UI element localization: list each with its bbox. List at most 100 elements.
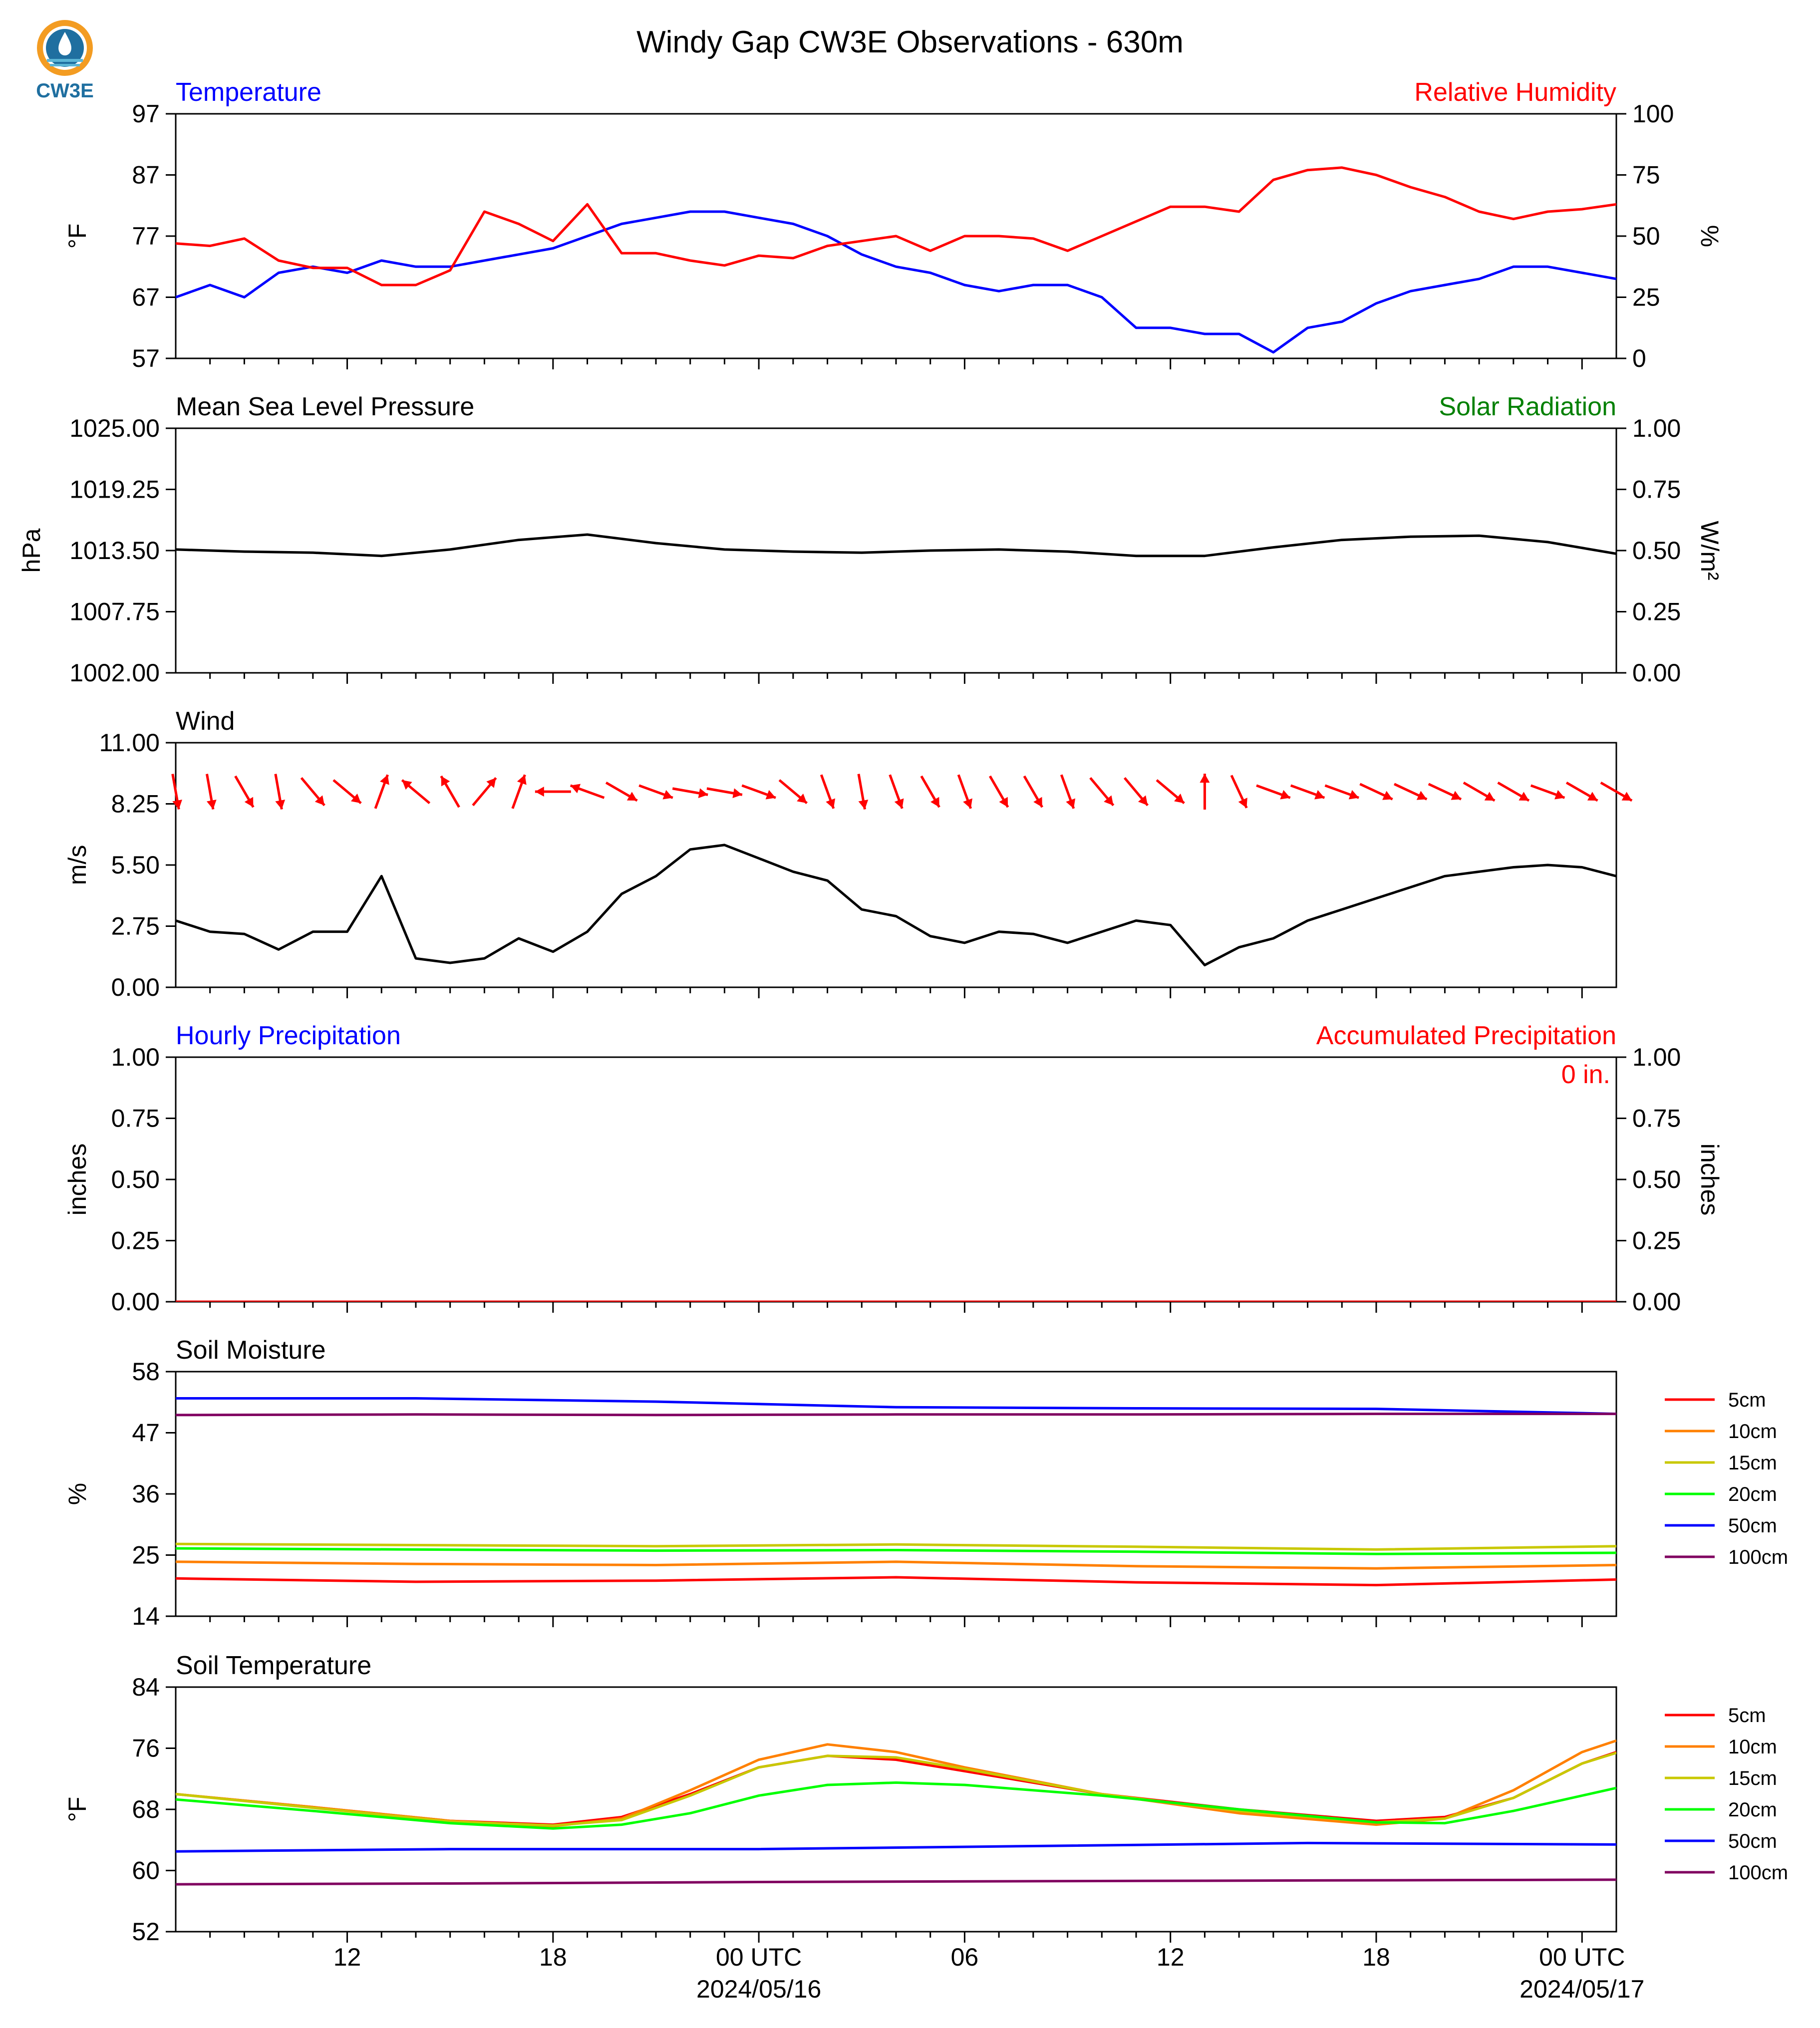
panel-title-left: Hourly Precipitation (176, 1021, 401, 1050)
wind-arrow (1428, 783, 1462, 801)
y-tick-label-left: 8.25 (111, 790, 160, 818)
panel-title-right: Solar Radiation (1439, 392, 1616, 421)
wind-arrow-head (1348, 790, 1359, 800)
x-tick-label: 00 UTC (1539, 1943, 1625, 1971)
wind-arrow (638, 784, 673, 800)
panel-temp_rh (166, 113, 1626, 369)
legend-label: 50cm (1728, 1515, 1777, 1537)
chart-title: Windy Gap CW3E Observations - 630m (636, 25, 1184, 59)
wind-arrow-head (1280, 790, 1290, 800)
panel-pressure (166, 427, 1626, 684)
y-tick-label-right: 0.25 (1632, 1227, 1681, 1255)
wind-arrow (171, 774, 182, 810)
series-line-temperature (176, 210, 1616, 354)
wind-arrow-head (1174, 793, 1185, 804)
wind-arrow (401, 779, 431, 805)
wind-arrow-head (244, 797, 254, 808)
wind-arrow (511, 774, 527, 809)
y-tick-label-left: 1007.75 (69, 598, 160, 626)
wind-arrow (1600, 781, 1633, 802)
wind-arrow-head (570, 784, 581, 794)
wind-arrow (1200, 774, 1210, 810)
legend-label: 10cm (1728, 1736, 1777, 1758)
series-line-15cm (176, 1542, 1616, 1551)
wind-arrow-head (1416, 791, 1427, 800)
panel-frame (175, 1056, 1617, 1303)
legend-label: 100cm (1728, 1546, 1788, 1568)
legend-label: 10cm (1728, 1421, 1777, 1443)
series-line-5cm (176, 1576, 1616, 1587)
y-tick-label-left: 0.75 (111, 1105, 160, 1133)
panel-title-left: Soil Temperature (176, 1651, 371, 1680)
legend-label: 5cm (1728, 1389, 1766, 1411)
y-axis-label-left: hPa (17, 528, 45, 573)
wind-arrow-head (402, 780, 412, 790)
wind-arrow (472, 777, 497, 807)
wind-arrow-head (930, 797, 939, 808)
wind-arrow-head (314, 795, 324, 806)
wind-arrow (1060, 774, 1076, 809)
cw3e-logo-mark (37, 20, 93, 76)
x-tick-date-label: 2024/05/17 (1519, 1975, 1644, 2003)
wind-arrow-head (1382, 791, 1393, 800)
y-tick-label-right: 1.00 (1632, 1043, 1681, 1071)
legend-label: 20cm (1728, 1799, 1777, 1821)
series-line-50cm (176, 1397, 1616, 1416)
x-tick-label: 00 UTC (716, 1943, 802, 1971)
y-tick-label-left: 1002.00 (69, 659, 160, 687)
y-tick-label-right: 0.75 (1632, 476, 1681, 504)
y-tick-label-left: 1019.25 (69, 476, 160, 504)
x-tick-label: 12 (333, 1943, 361, 1971)
wind-arrow (1463, 781, 1496, 802)
series-line-wind-speed (176, 844, 1616, 966)
wind-arrow-head (765, 790, 776, 800)
y-axis-label-left: inches (63, 1144, 91, 1216)
wind-arrow-head (350, 793, 361, 804)
y-tick-label-right: 50 (1632, 222, 1660, 250)
y-tick-label-right: 0.50 (1632, 537, 1681, 565)
accumulated-precip-annotation: 0 in. (1561, 1060, 1610, 1089)
wind-arrow-head (441, 776, 450, 787)
wind-arrow (920, 775, 940, 808)
wind-arrow-head (732, 788, 742, 798)
wind-arrow-head (1314, 790, 1325, 800)
y-tick-label-left: 97 (132, 100, 160, 128)
x-tick-label: 18 (1362, 1943, 1390, 1971)
wind-arrow-head (858, 799, 869, 810)
panel-frame (175, 742, 1617, 988)
wind-arrow (234, 775, 255, 808)
series-line-20cm (176, 1547, 1616, 1555)
wind-arrow-head (1484, 792, 1495, 801)
wind-arrow-head (1554, 790, 1565, 800)
wind-arrow (857, 774, 869, 810)
series-line-mean-sea-level-pressure (176, 533, 1616, 558)
panel-frame (175, 1686, 1617, 1933)
wind-arrow (1023, 775, 1044, 808)
panel-title-right: Accumulated Precipitation (1316, 1021, 1616, 1050)
series-line-15cm (176, 1751, 1616, 1827)
series-line-relative-humidity (176, 166, 1616, 287)
wind-arrow-head (999, 797, 1008, 808)
wind-arrow (440, 775, 460, 808)
wind-arrow-head (275, 799, 286, 810)
y-tick-label-left: 0.00 (111, 973, 160, 1001)
y-tick-label-left: 1025.00 (69, 414, 160, 442)
wind-arrow (1497, 781, 1530, 802)
x-tick-date-label: 2024/05/16 (696, 1975, 821, 2003)
wind-arrow (1156, 779, 1185, 805)
panel-soil_temp (166, 1686, 1715, 1943)
cw3e-logo-text: CW3E (36, 80, 94, 102)
x-tick-label: 06 (951, 1943, 979, 1971)
wind-arrow (1123, 777, 1149, 807)
wind-arrow-head (662, 790, 673, 800)
y-tick-label-left: 84 (132, 1673, 160, 1701)
panel-title-left: Mean Sea Level Pressure (176, 392, 474, 421)
y-tick-label-left: 2.75 (111, 912, 160, 940)
panel-title-left: Wind (176, 707, 235, 736)
wind-arrow (535, 787, 571, 797)
y-tick-label-left: 25 (132, 1541, 160, 1569)
series-line-50cm (176, 1841, 1616, 1853)
panel-title-left: Soil Moisture (176, 1336, 326, 1365)
wind-arrow-head (626, 792, 637, 801)
y-tick-label-left: 14 (132, 1602, 160, 1630)
